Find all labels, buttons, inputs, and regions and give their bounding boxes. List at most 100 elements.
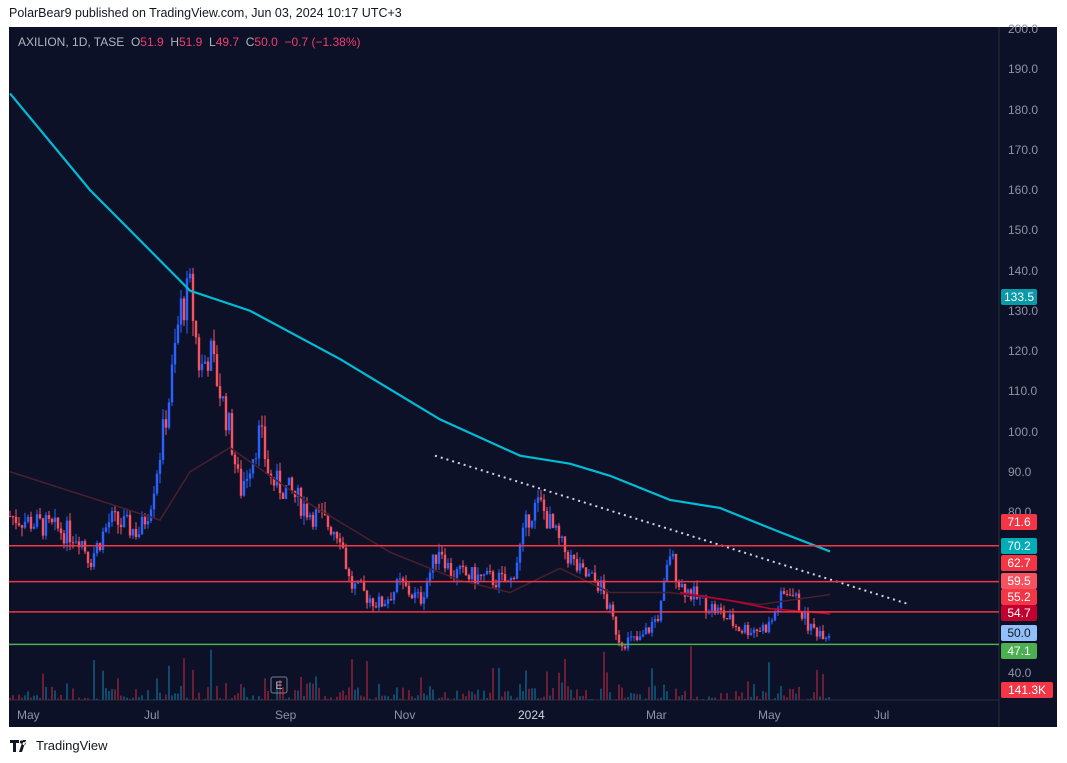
candle-body <box>554 525 558 528</box>
volume-bar <box>822 673 824 700</box>
candle-body <box>479 574 483 576</box>
volume-bar <box>21 697 23 700</box>
volume-bar <box>396 687 398 700</box>
candle-body <box>38 514 42 519</box>
volume-bar <box>198 692 200 700</box>
volume-bar <box>510 695 512 700</box>
volume-bar <box>489 692 491 700</box>
candle-body <box>41 518 45 536</box>
candle-body <box>386 599 390 604</box>
candle-body <box>110 511 114 523</box>
volume-bar <box>666 691 668 700</box>
candle-body <box>569 555 573 564</box>
volume-bar <box>390 698 392 700</box>
high-label: H <box>170 35 179 49</box>
price-tick-label: 190.0 <box>1008 62 1039 77</box>
candle-body <box>254 458 258 460</box>
price-label: 59.5 <box>1001 573 1037 589</box>
candle-body <box>509 578 513 581</box>
candle-body <box>434 554 438 564</box>
volume-bar <box>531 688 533 700</box>
candle-body <box>341 542 345 548</box>
candle-body <box>401 578 405 583</box>
volume-bar <box>354 689 356 700</box>
candle-body <box>239 468 243 496</box>
change-value: −0.7 (−1.38%) <box>284 35 361 49</box>
candle-body <box>437 551 441 564</box>
candle-body <box>284 485 288 499</box>
candle-body <box>551 514 555 528</box>
volume-bar <box>387 696 389 700</box>
candle-body <box>629 636 633 638</box>
time-tick-label: May <box>758 708 781 722</box>
candle-body <box>692 586 696 600</box>
candle-body <box>314 509 318 527</box>
volume-bar <box>654 685 656 700</box>
volume-bar <box>612 699 614 700</box>
price-label: 133.5 <box>1001 289 1037 305</box>
price-chart[interactable]: E <box>8 27 1057 727</box>
candle-body <box>665 564 669 582</box>
candle-body <box>809 623 813 631</box>
candle-body <box>719 607 723 611</box>
candle-body <box>335 532 339 539</box>
candle-body <box>497 572 501 588</box>
candle-body <box>236 464 240 469</box>
volume-bar <box>411 696 413 700</box>
volume-bar <box>129 698 131 700</box>
volume-bar <box>294 690 296 700</box>
volume-bar <box>303 695 305 700</box>
candle-body <box>29 516 33 529</box>
volume-bar <box>357 687 359 700</box>
volume-bar <box>300 677 302 700</box>
volume-bar <box>588 699 590 700</box>
candle-body <box>182 298 186 321</box>
volume-bar <box>285 698 287 700</box>
candle-body <box>44 515 48 536</box>
candle-body <box>137 534 141 538</box>
candle-body <box>767 621 771 633</box>
chart-area[interactable]: E <box>8 27 1057 727</box>
high-value: 51.9 <box>178 35 203 49</box>
volume-bar <box>480 699 482 700</box>
volume-bar <box>141 695 143 700</box>
volume-bar <box>132 697 134 700</box>
volume-bar <box>252 695 254 700</box>
candle-body <box>329 527 333 535</box>
candle-body <box>488 570 492 572</box>
volume-bar <box>783 695 785 700</box>
volume-bar <box>408 690 410 700</box>
volume-bar <box>696 696 698 700</box>
volume-bar <box>159 692 161 700</box>
candle-body <box>584 567 588 577</box>
candle-body <box>116 511 120 525</box>
volume-bar <box>27 691 29 700</box>
volume-bar <box>111 688 113 700</box>
volume-bar <box>459 699 461 700</box>
volume-bar <box>576 689 578 700</box>
candle-body <box>731 614 735 626</box>
volume-bar <box>93 659 95 700</box>
candle-body <box>713 604 717 614</box>
volume-bar <box>747 681 749 700</box>
candle-body <box>173 342 177 365</box>
volume-bar <box>312 683 314 700</box>
candle-body <box>614 616 618 635</box>
candle-body <box>698 597 702 599</box>
candle-body <box>170 364 174 403</box>
time-tick-label: 2024 <box>518 708 545 722</box>
volume-bar <box>138 697 140 700</box>
volume-bar <box>771 699 773 700</box>
volume-bar <box>663 684 665 700</box>
volume-bar <box>297 690 299 700</box>
volume-bar <box>147 690 149 700</box>
candle-body <box>107 522 111 528</box>
volume-bar <box>798 686 800 700</box>
candle-body <box>674 553 678 582</box>
candle-body <box>119 524 123 528</box>
volume-bar <box>126 697 128 700</box>
tradingview-logo[interactable]: TradingView <box>10 738 108 753</box>
volume-bar <box>321 699 323 700</box>
volume-bar <box>693 698 695 700</box>
volume-bar <box>618 684 620 700</box>
